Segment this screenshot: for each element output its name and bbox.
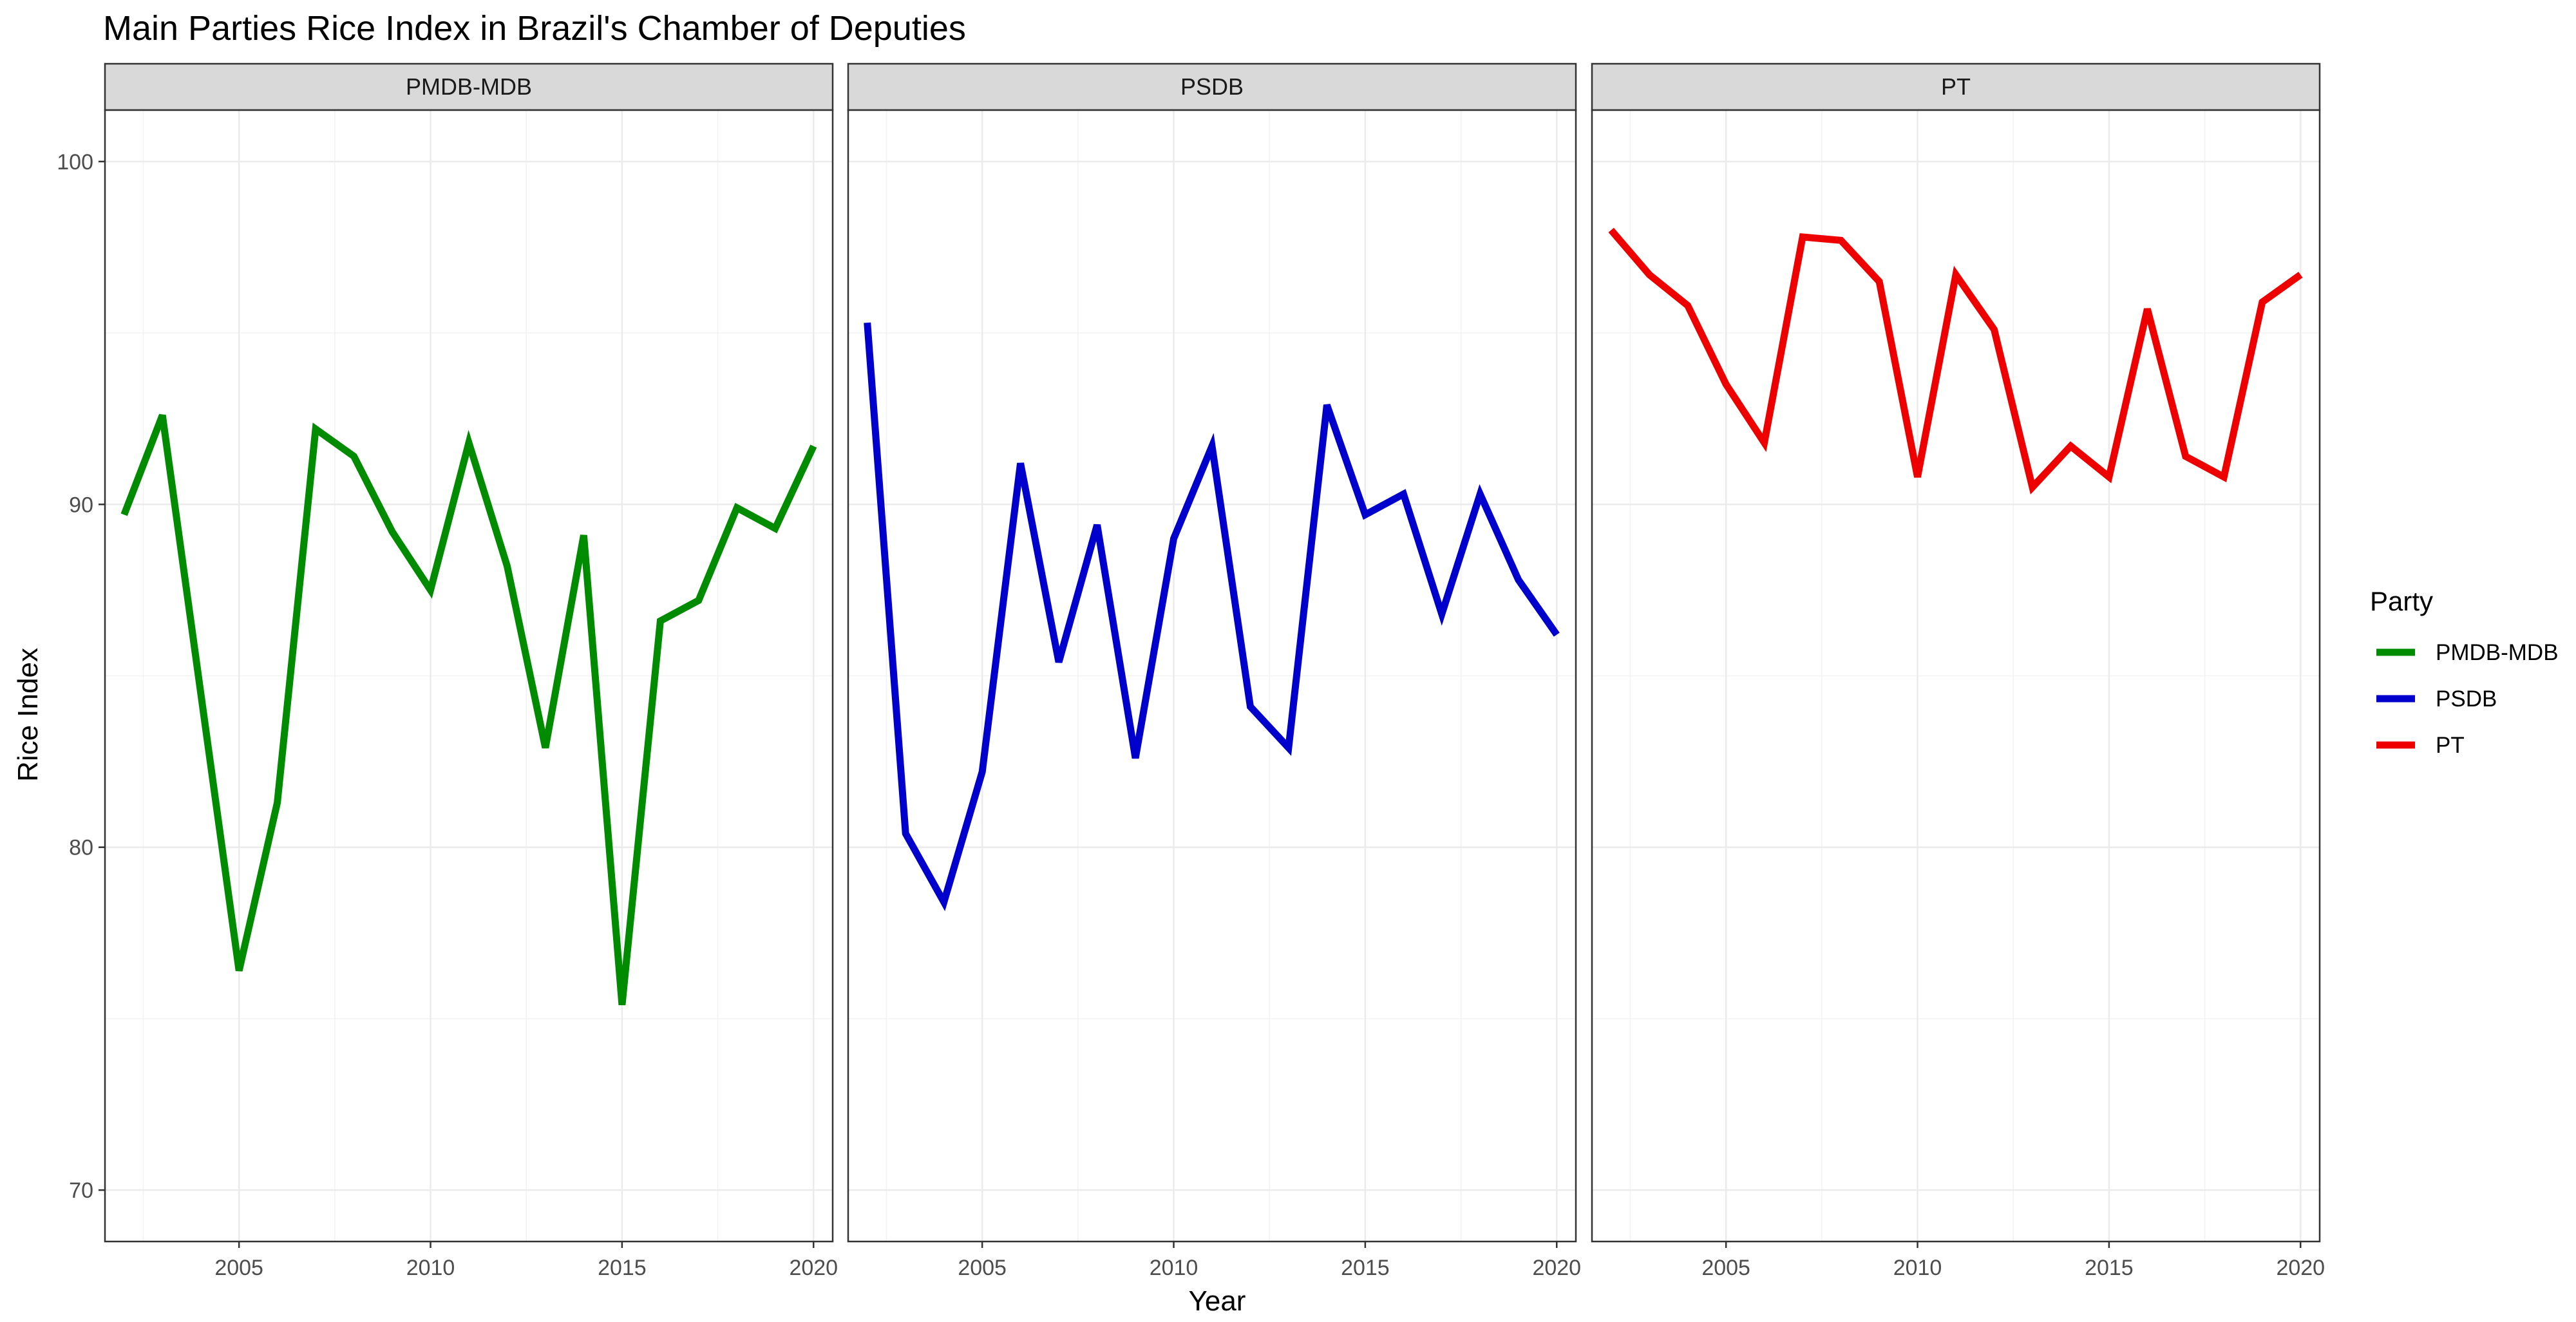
facet-panel-pt: PT 2005 2010 2015 2020	[1591, 62, 2325, 1280]
facet-strip-label: PMDB-MDB	[406, 73, 532, 100]
facet-panels: PMDB-MDB 2005 2010 2015 2020 PSDB 2005 2010 2015…	[104, 62, 2325, 1280]
y-axis-title: Rice Index	[12, 648, 44, 782]
x-tick-label: 2005	[1701, 1256, 1750, 1280]
x-tick-label: 2015	[1341, 1256, 1390, 1280]
y-tick-label: 80	[69, 836, 93, 860]
x-tick-label: 2020	[1532, 1256, 1581, 1280]
x-tick-label: 2020	[789, 1256, 838, 1280]
legend-item-pmdb-mdb: PMDB-MDB	[2376, 640, 2559, 665]
x-tick-label: 2015	[2085, 1256, 2134, 1280]
legend-title: Party	[2370, 586, 2433, 616]
y-tick-label: 70	[69, 1178, 93, 1203]
x-tick-label: 2005	[958, 1256, 1007, 1280]
legend-items: PMDB-MDB PSDB PT	[2376, 640, 2559, 758]
series-line-psdb	[864, 322, 1560, 912]
y-axis-ticks: 70 80 90 100	[57, 150, 105, 1203]
facet-strip	[1591, 62, 2321, 111]
facet-strip	[847, 62, 1577, 111]
panel-border	[847, 109, 1577, 1243]
legend-label: PMDB-MDB	[2436, 640, 2559, 665]
x-axis-title: Year	[1189, 1285, 1246, 1317]
panel-border	[1591, 109, 2321, 1243]
legend-label: PSDB	[2436, 686, 2497, 712]
x-tick-label: 2015	[598, 1256, 647, 1280]
x-tick-label: 2005	[214, 1256, 263, 1280]
y-tick-label: 90	[69, 493, 93, 517]
facet-panel-psdb: PSDB 2005 2010 2015 2020	[847, 62, 1581, 1280]
facet-panel-pmdb-mdb: PMDB-MDB 2005 2010 2015 2020	[104, 62, 838, 1280]
series-line-pmdb-mdb	[120, 413, 817, 1006]
x-tick-label: 2020	[2276, 1256, 2325, 1280]
panel-border	[104, 109, 834, 1243]
facet-strip-label: PT	[1941, 73, 1971, 100]
series-line-pt	[1608, 227, 2303, 495]
x-tick-label: 2010	[406, 1256, 455, 1280]
legend-item-psdb: PSDB	[2376, 686, 2497, 712]
facet-strip	[104, 62, 834, 111]
x-tick-label: 2010	[1893, 1256, 1942, 1280]
x-tick-label: 2010	[1150, 1256, 1198, 1280]
facet-strip-label: PSDB	[1180, 73, 1244, 100]
chart-title: Main Parties Rice Index in Brazil's Cham…	[103, 9, 966, 48]
legend-item-pt: PT	[2376, 733, 2465, 758]
y-tick-label: 100	[57, 150, 93, 175]
legend-label: PT	[2436, 733, 2465, 758]
legend: Party PMDB-MDB PSDB PT	[2370, 586, 2559, 758]
